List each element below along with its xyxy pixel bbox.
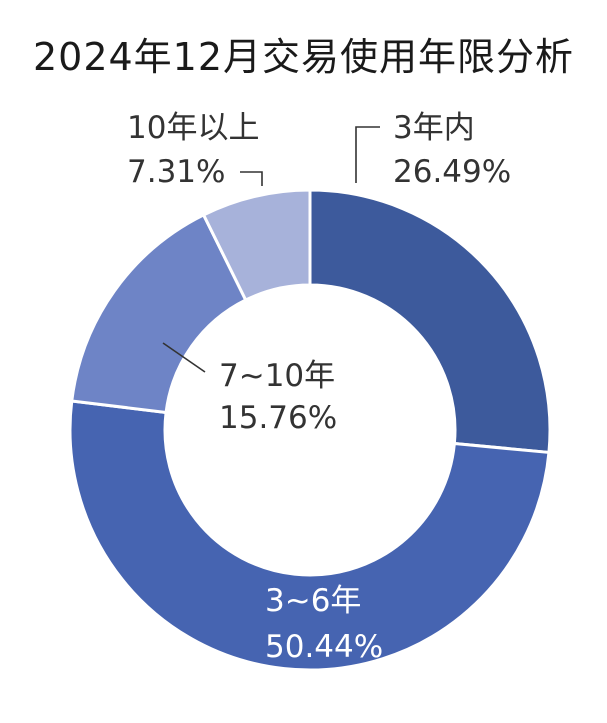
slice-label: 7~10年 (219, 358, 335, 394)
slice-value: 15.76% (219, 400, 337, 436)
slice-value: 50.44% (265, 629, 383, 665)
slice-label: 10年以上 (127, 110, 259, 146)
slice-label: 3~6年 (265, 583, 361, 619)
donut-slice (68, 399, 551, 672)
leader-line (240, 171, 263, 186)
donut-slice (201, 188, 312, 303)
slice-label: 3年内 (393, 110, 475, 146)
slice-value: 26.49% (393, 154, 511, 190)
leader-line (355, 126, 380, 183)
chart-title: 2024年12月交易使用年限分析 (32, 35, 575, 79)
donut-slice (308, 188, 552, 455)
leader-line (162, 342, 206, 373)
slice-value: 7.31% (127, 154, 225, 190)
